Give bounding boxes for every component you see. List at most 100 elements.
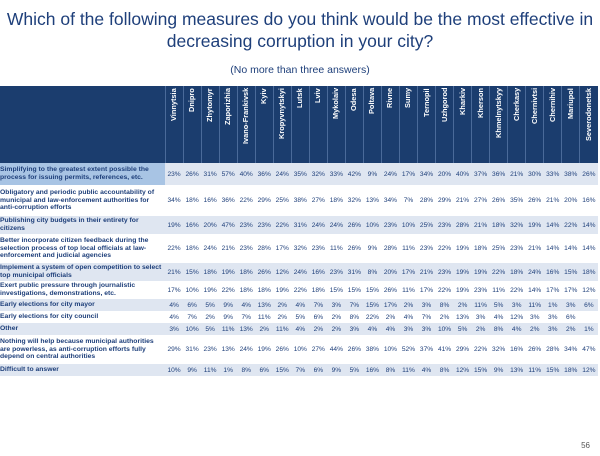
table-cell: 2% [327,323,346,335]
table-cell: 15% [543,364,562,376]
table-cell: 18% [471,234,490,263]
table-cell: 13% [237,323,256,335]
table-cell: 8% [363,263,382,281]
table-cell: 15% [471,364,490,376]
table-cell: 21% [453,185,472,216]
column-header-city: Lviv [308,86,328,163]
table-cell: 22% [489,263,508,281]
column-header-city: Vinnytsia [164,86,184,163]
table-cell: 4% [507,323,526,335]
table-cell: 18% [237,263,256,281]
city-label: Cherkasy [511,88,521,122]
table-cell: 24% [327,216,346,234]
table-cell: 4% [417,364,436,376]
table-cell: 15% [363,299,382,311]
column-header-city: Mykolaiv [326,86,346,163]
table-row: Other 3% 10% 5% 11% 13% 2% 11% 4% 2% 2% 3% 4% 4% 3% 3% 1… [0,323,598,335]
table-cell: 26% [345,216,364,234]
table-cell: 6% [309,364,328,376]
table-cell: 28% [543,335,562,364]
table-cell: 24% [525,263,544,281]
table-cell: 15% [561,263,580,281]
table-cell: 20% [381,263,400,281]
city-label: Sumy [403,88,413,109]
table-cell: 19% [453,281,472,299]
table-cell: 8% [345,311,364,323]
table-cell: 17% [381,299,400,311]
table-cell: 32% [291,234,310,263]
table-cell: 32% [345,185,364,216]
table-cell: 33% [327,163,346,185]
table-cell: 52% [399,335,418,364]
table-header-row: Vinnytsia Dnipro Zhytomyr Zaporizhia Ivano-F… [0,86,598,163]
table-cell: 19% [471,263,490,281]
table-cell: 3% [471,311,490,323]
table-cell: 13% [363,185,382,216]
table-cell: 34% [417,163,436,185]
city-label: Kherson [475,88,485,118]
column-header-city: Chernivtsi [525,86,544,163]
table-cell: 32% [309,163,328,185]
table-cell: 5% [201,299,220,311]
table-cell: 16% [579,185,598,216]
table-cell: 23% [507,234,526,263]
table-cell: 17% [561,281,580,299]
table-cell: 28% [417,185,436,216]
table-cell: 27% [471,185,490,216]
table-cell: 11% [399,234,418,263]
column-header-city: Chernihiv [543,86,562,163]
table-cell: 5% [489,299,508,311]
row-label: Exert public pressure through journalist… [0,281,166,299]
city-label: Khmelnytskyy [493,88,503,139]
table-cell: 15% [363,281,382,299]
table-cell: 19% [273,281,292,299]
table-cell: 40% [237,163,256,185]
table-cell: 35% [507,185,526,216]
table-cell: 1% [579,323,598,335]
table-cell: 36% [219,185,238,216]
table-cell: 3% [327,299,346,311]
table-cell: 11% [399,281,418,299]
table-cell: 2% [201,311,220,323]
table-cell: 7% [183,311,202,323]
table-cell: 26% [525,335,544,364]
table-cell: 15% [273,364,292,376]
table-cell: 23% [309,234,328,263]
table-cell: 20% [435,163,454,185]
table-cell: 37% [417,335,436,364]
table-cell: 28% [381,234,400,263]
table-cell: 11% [525,299,544,311]
table-cell: 19% [165,216,184,234]
table-cell: 4% [489,311,508,323]
table-cell: 4% [165,299,184,311]
table-cell: 31% [201,163,220,185]
table-cell: 12% [273,263,292,281]
table-cell: 2% [309,323,328,335]
table-cell: 12% [507,311,526,323]
city-label: Ternopil [421,88,431,117]
table-cell: 34% [381,185,400,216]
table-cell: 5% [453,323,472,335]
city-label: Lutsk [295,88,305,108]
column-header-city: Ternopil [416,86,436,163]
table-cell: 16% [507,335,526,364]
table-row: Simplifying to the greatest extent possi… [0,163,598,185]
table-cell: 6% [579,299,598,311]
table-cell: 21% [219,234,238,263]
city-label: Ivano-Frankivsk [241,88,251,145]
table-cell: 24% [381,163,400,185]
table-cell: 34% [561,335,580,364]
table-cell: 13% [255,299,274,311]
table-cell: 40% [453,163,472,185]
table-cell: 4% [165,311,184,323]
table-cell: 23% [381,216,400,234]
column-header-city: Kyiv [254,86,274,163]
table-cell: 9% [363,234,382,263]
table-cell: 18% [201,263,220,281]
table-cell: 4% [399,311,418,323]
table-cell: 42% [345,163,364,185]
table-cell: 9% [219,311,238,323]
table-cell: 36% [255,163,274,185]
table-cell: 23% [471,281,490,299]
row-label: Better incorporate citizen feedback duri… [0,234,166,263]
